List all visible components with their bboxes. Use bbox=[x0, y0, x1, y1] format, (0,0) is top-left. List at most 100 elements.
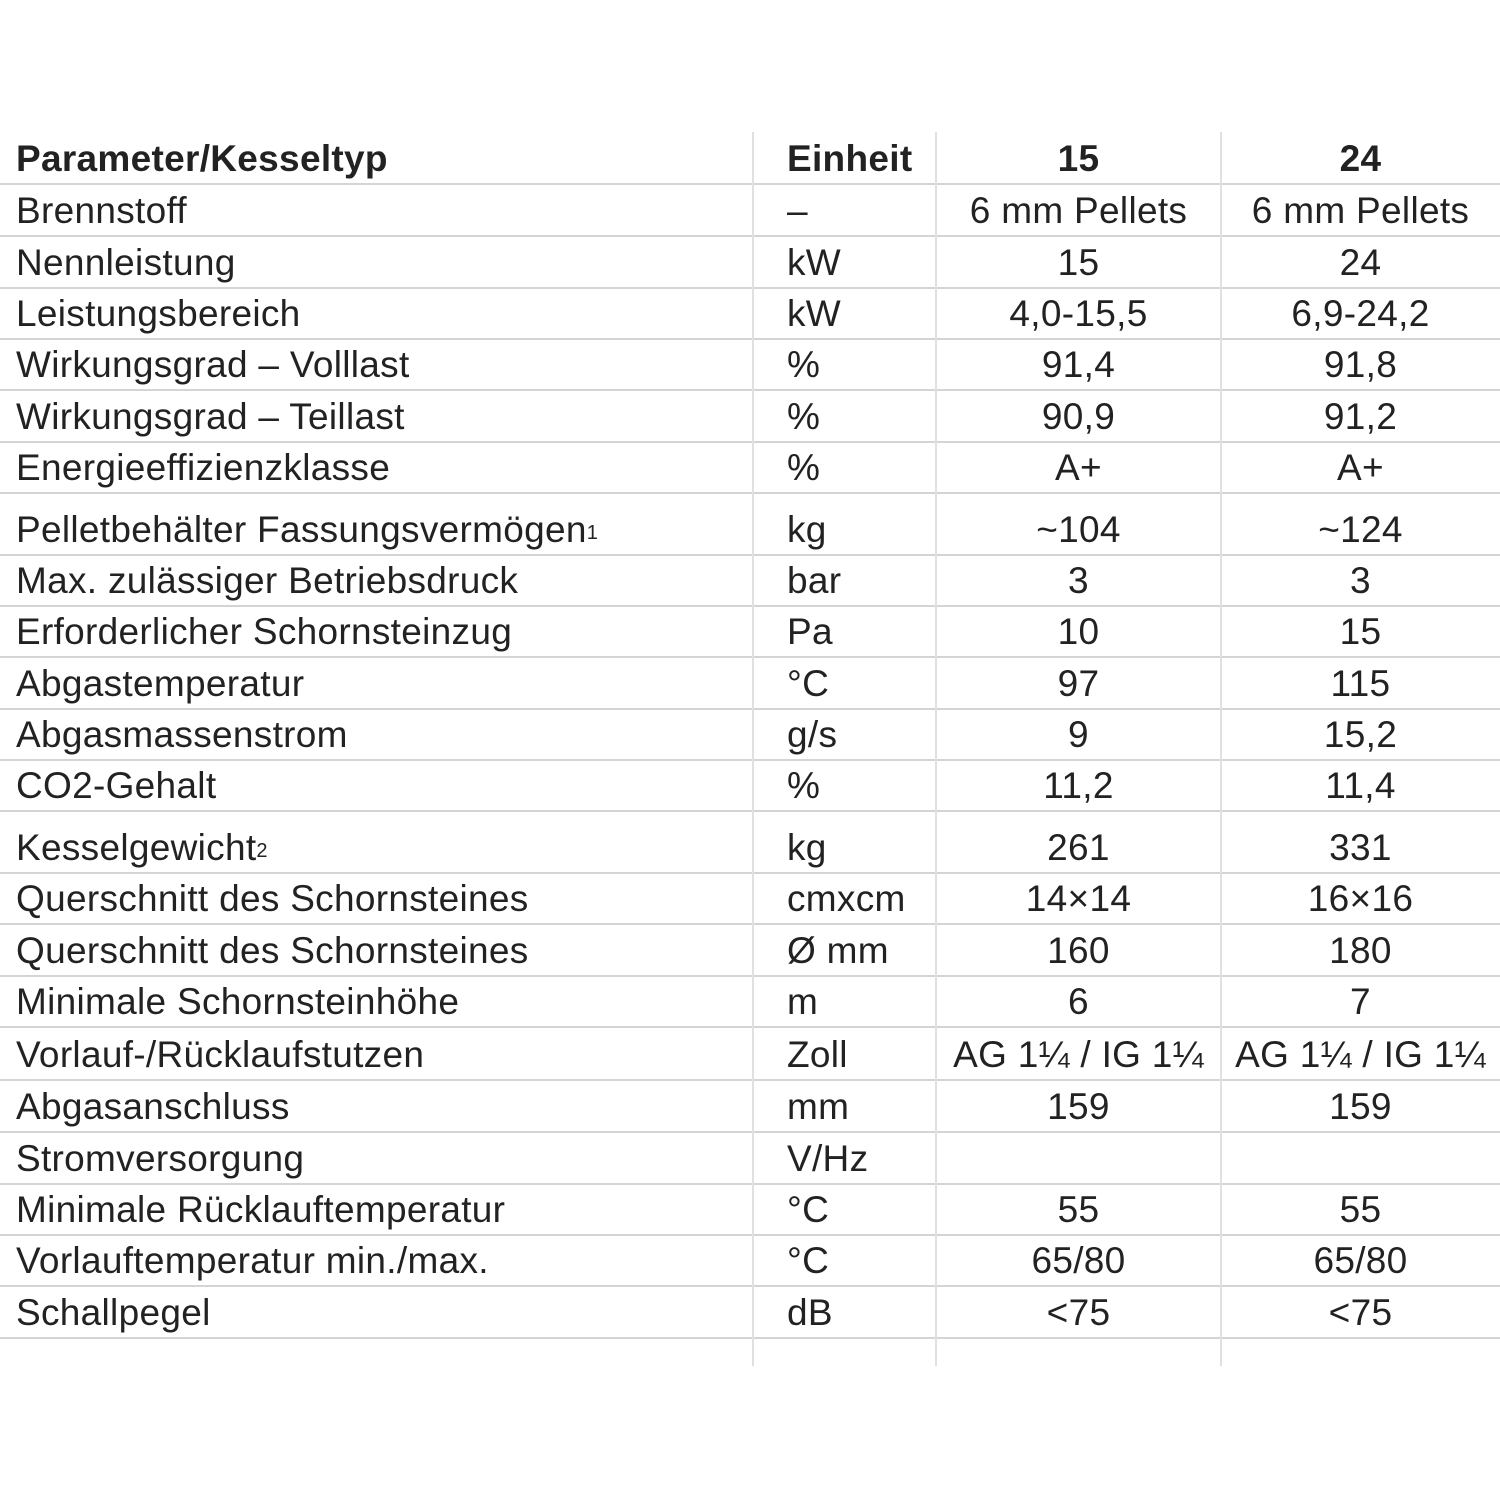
cell: CO2-Gehalt bbox=[16, 765, 217, 806]
cell: Abgasmassenstrom bbox=[16, 714, 348, 755]
cell: A+ bbox=[1055, 447, 1102, 488]
cell: 9 bbox=[1068, 714, 1089, 755]
cell: 65/80 bbox=[1313, 1240, 1408, 1281]
cell: Brennstoff bbox=[16, 190, 187, 231]
cell: AG 1¼ / IG 1¼ bbox=[1235, 1034, 1486, 1075]
cell: 91,2 bbox=[1323, 396, 1398, 437]
cell: 115 bbox=[1330, 663, 1391, 704]
row-divider bbox=[0, 1026, 1500, 1028]
cell: dB bbox=[787, 1292, 833, 1333]
cell: 11,2 bbox=[1043, 765, 1114, 806]
cell: 97 bbox=[1057, 663, 1100, 704]
cell: bar bbox=[787, 560, 842, 601]
cell: <75 bbox=[1328, 1292, 1393, 1333]
cell: Wirkungsgrad – Volllast bbox=[16, 344, 410, 385]
column-divider bbox=[935, 132, 937, 1366]
cell: Energieeffizienzklasse bbox=[16, 447, 391, 488]
cell: 14×14 bbox=[1025, 878, 1132, 919]
cell: – bbox=[787, 190, 808, 231]
cell: Minimale Schornsteinhöhe bbox=[16, 981, 460, 1022]
cell: AG 1¼ / IG 1¼ bbox=[953, 1034, 1204, 1075]
cell: % bbox=[787, 447, 821, 488]
cell: Abgasanschluss bbox=[16, 1086, 290, 1127]
cell: ~104 bbox=[1036, 509, 1121, 550]
cell: 10 bbox=[1057, 611, 1100, 652]
cell: 15 bbox=[1057, 242, 1100, 283]
cell: 16×16 bbox=[1307, 878, 1414, 919]
cell: V/Hz bbox=[787, 1138, 869, 1179]
header-cell: Parameter/Kesseltyp bbox=[16, 138, 388, 179]
row-divider bbox=[0, 389, 1500, 391]
row-divider bbox=[0, 1131, 1500, 1133]
row-divider bbox=[0, 656, 1500, 658]
cell: Stromversorgung bbox=[16, 1138, 305, 1179]
cell: g/s bbox=[787, 714, 838, 755]
cell: 91,4 bbox=[1041, 344, 1116, 385]
row-divider bbox=[0, 1234, 1500, 1236]
cell: 331 bbox=[1329, 827, 1392, 868]
cell: kg bbox=[787, 827, 827, 868]
cell: 3 bbox=[1068, 560, 1089, 601]
cell: Schallpegel bbox=[16, 1292, 211, 1333]
column-divider bbox=[752, 132, 754, 1366]
cell: 160 bbox=[1047, 930, 1110, 971]
row-divider bbox=[0, 287, 1500, 289]
footnote-mark: 1 bbox=[586, 522, 599, 544]
row-divider bbox=[0, 708, 1500, 710]
cell: Zoll bbox=[787, 1034, 848, 1075]
cell: cmxcm bbox=[787, 878, 906, 919]
row-divider bbox=[0, 1285, 1500, 1287]
header-cell: 15 bbox=[1057, 138, 1100, 179]
cell: 55 bbox=[1057, 1189, 1100, 1230]
column-divider bbox=[1220, 132, 1222, 1366]
cell: 24 bbox=[1339, 242, 1382, 283]
cell: Querschnitt des Schornsteines bbox=[16, 878, 529, 919]
cell-text: Pelletbehälter Fassungsvermögen bbox=[16, 509, 587, 550]
cell: 3 bbox=[1350, 560, 1371, 601]
cell: 261 bbox=[1047, 827, 1110, 868]
row-divider bbox=[0, 554, 1500, 556]
cell: Querschnitt des Schornsteines bbox=[16, 930, 529, 971]
cell: 65/80 bbox=[1031, 1240, 1126, 1281]
footnote-mark: 2 bbox=[256, 840, 268, 862]
cell: Nennleistung bbox=[16, 242, 236, 283]
row-divider bbox=[0, 810, 1500, 812]
cell: 90,9 bbox=[1041, 396, 1116, 437]
cell: °C bbox=[787, 663, 830, 704]
row-divider bbox=[0, 605, 1500, 607]
cell: Pelletbehälter Fassungsvermögen 1 bbox=[16, 493, 598, 555]
cell: mm bbox=[787, 1086, 850, 1127]
row-divider bbox=[0, 1337, 1500, 1339]
cell: % bbox=[787, 396, 821, 437]
cell: Kesselgewicht 2 bbox=[16, 811, 268, 873]
cell: 180 bbox=[1329, 930, 1392, 971]
cell: Leistungsbereich bbox=[16, 293, 301, 334]
cell bbox=[936, 1132, 1221, 1184]
cell: kW bbox=[787, 242, 842, 283]
cell-text: Kesselgewicht bbox=[16, 827, 257, 868]
cell: 159 bbox=[1047, 1086, 1110, 1127]
cell: 6,9-24,2 bbox=[1291, 293, 1430, 334]
cell: % bbox=[787, 765, 821, 806]
cell: m bbox=[787, 981, 819, 1022]
row-divider bbox=[0, 759, 1500, 761]
cell: 55 bbox=[1339, 1189, 1382, 1230]
row-divider bbox=[0, 923, 1500, 925]
cell: <75 bbox=[1046, 1292, 1111, 1333]
cell: 15,2 bbox=[1323, 714, 1398, 755]
cell: Erforderlicher Schornsteinzug bbox=[16, 611, 513, 652]
cell: Max. zulässiger Betriebsdruck bbox=[16, 560, 519, 601]
cell: kg bbox=[787, 509, 827, 550]
row-divider bbox=[0, 872, 1500, 874]
cell: 4,0-15,5 bbox=[1009, 293, 1148, 334]
row-divider bbox=[0, 1183, 1500, 1185]
cell: Abgastemperatur bbox=[16, 663, 305, 704]
cell: 6 bbox=[1068, 981, 1089, 1022]
row-divider bbox=[0, 183, 1500, 185]
row-divider bbox=[0, 975, 1500, 977]
cell: % bbox=[787, 344, 821, 385]
row-divider bbox=[0, 235, 1500, 237]
cell bbox=[1221, 1132, 1500, 1184]
cell: 6 mm Pellets bbox=[1251, 190, 1470, 231]
row-divider bbox=[0, 492, 1500, 494]
